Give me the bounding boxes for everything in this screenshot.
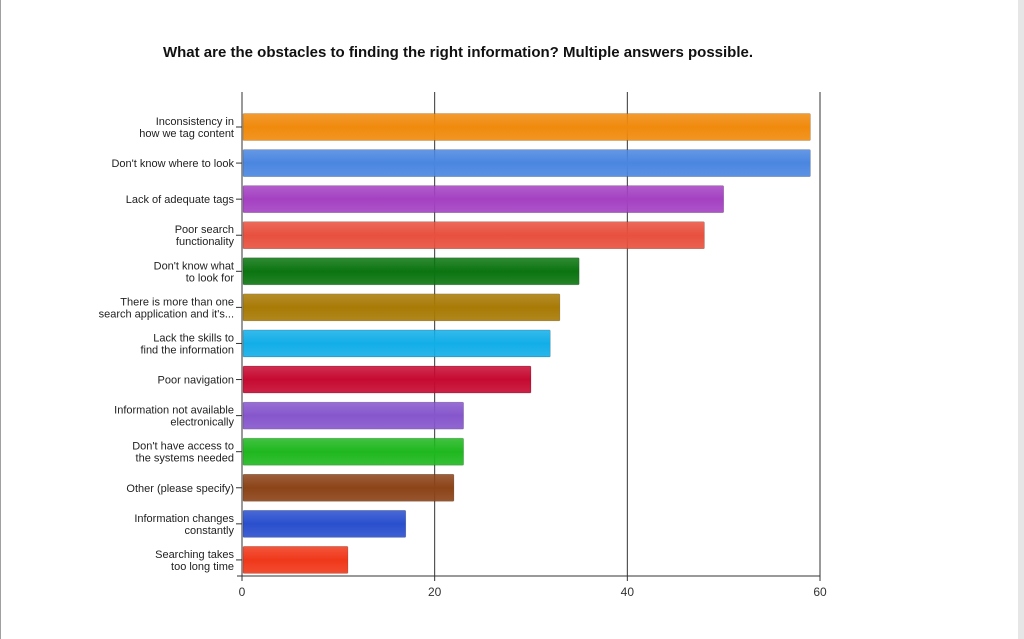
category-label-line: Other (please specify): [126, 483, 234, 495]
category-label-line: Lack the skills to: [153, 332, 234, 344]
bar: [242, 329, 551, 358]
bar: [242, 293, 561, 322]
category-label: Lack of adequate tags: [126, 194, 235, 206]
bar: [242, 149, 811, 177]
category-label-line: Don't know what: [154, 260, 234, 272]
bar: [242, 473, 455, 502]
category-label: Information not available electronically: [114, 405, 234, 429]
category-label: Searching takes too long time: [155, 549, 234, 573]
category-label-line: Don't have access to: [132, 441, 234, 453]
category-label: Other (please specify): [126, 483, 234, 495]
category-label-line: to look for: [186, 272, 235, 284]
bar: [242, 185, 724, 213]
category-label: Don't have access to the systems needed: [132, 441, 234, 465]
category-label-line: Information not available: [114, 405, 234, 417]
right-edge: [1018, 0, 1024, 639]
bar: [242, 401, 464, 430]
bar: [242, 257, 580, 286]
category-label-line: Don't know where to look: [111, 158, 234, 170]
category-label: Information changes constantly: [134, 513, 234, 537]
bar: [242, 437, 464, 466]
bar: [242, 221, 705, 250]
category-label-line: how we tag content: [139, 128, 234, 140]
category-label-line: the systems needed: [136, 453, 234, 465]
category-label: Don't know what to look for: [154, 260, 235, 284]
category-label-line: constantly: [184, 525, 234, 537]
category-label: Lack the skills to find the information: [140, 332, 234, 356]
x-tick-label: 60: [813, 585, 827, 599]
bar: [242, 113, 811, 141]
category-label: Inconsistency in how we tag content: [139, 116, 234, 140]
bar: [242, 510, 407, 538]
category-label-line: functionality: [176, 236, 235, 248]
category-label-line: electronically: [170, 417, 234, 429]
category-label-line: too long time: [171, 561, 234, 573]
category-label-line: find the information: [140, 344, 234, 356]
category-label: Don't know where to look: [111, 158, 234, 170]
category-label-line: Information changes: [134, 513, 234, 525]
x-tick-label: 20: [428, 585, 442, 599]
bar: [242, 546, 349, 574]
category-label-line: Inconsistency in: [156, 116, 234, 128]
category-label-line: Searching takes: [155, 549, 234, 561]
category-label: Poor search functionality: [175, 224, 235, 248]
category-label-line: There is more than one: [120, 296, 234, 308]
category-label: There is more than one search application…: [99, 296, 234, 320]
bar: [242, 365, 532, 394]
category-label-line: Lack of adequate tags: [126, 194, 235, 206]
chart-title: What are the obstacles to finding the ri…: [162, 44, 754, 61]
x-tick-label: 0: [239, 585, 246, 599]
x-tick-label: 40: [621, 585, 635, 599]
category-label-line: search application and it's...: [99, 308, 234, 320]
category-label-line: Poor search: [175, 224, 234, 236]
category-label: Poor navigation: [158, 375, 234, 387]
category-label-line: Poor navigation: [158, 375, 234, 387]
